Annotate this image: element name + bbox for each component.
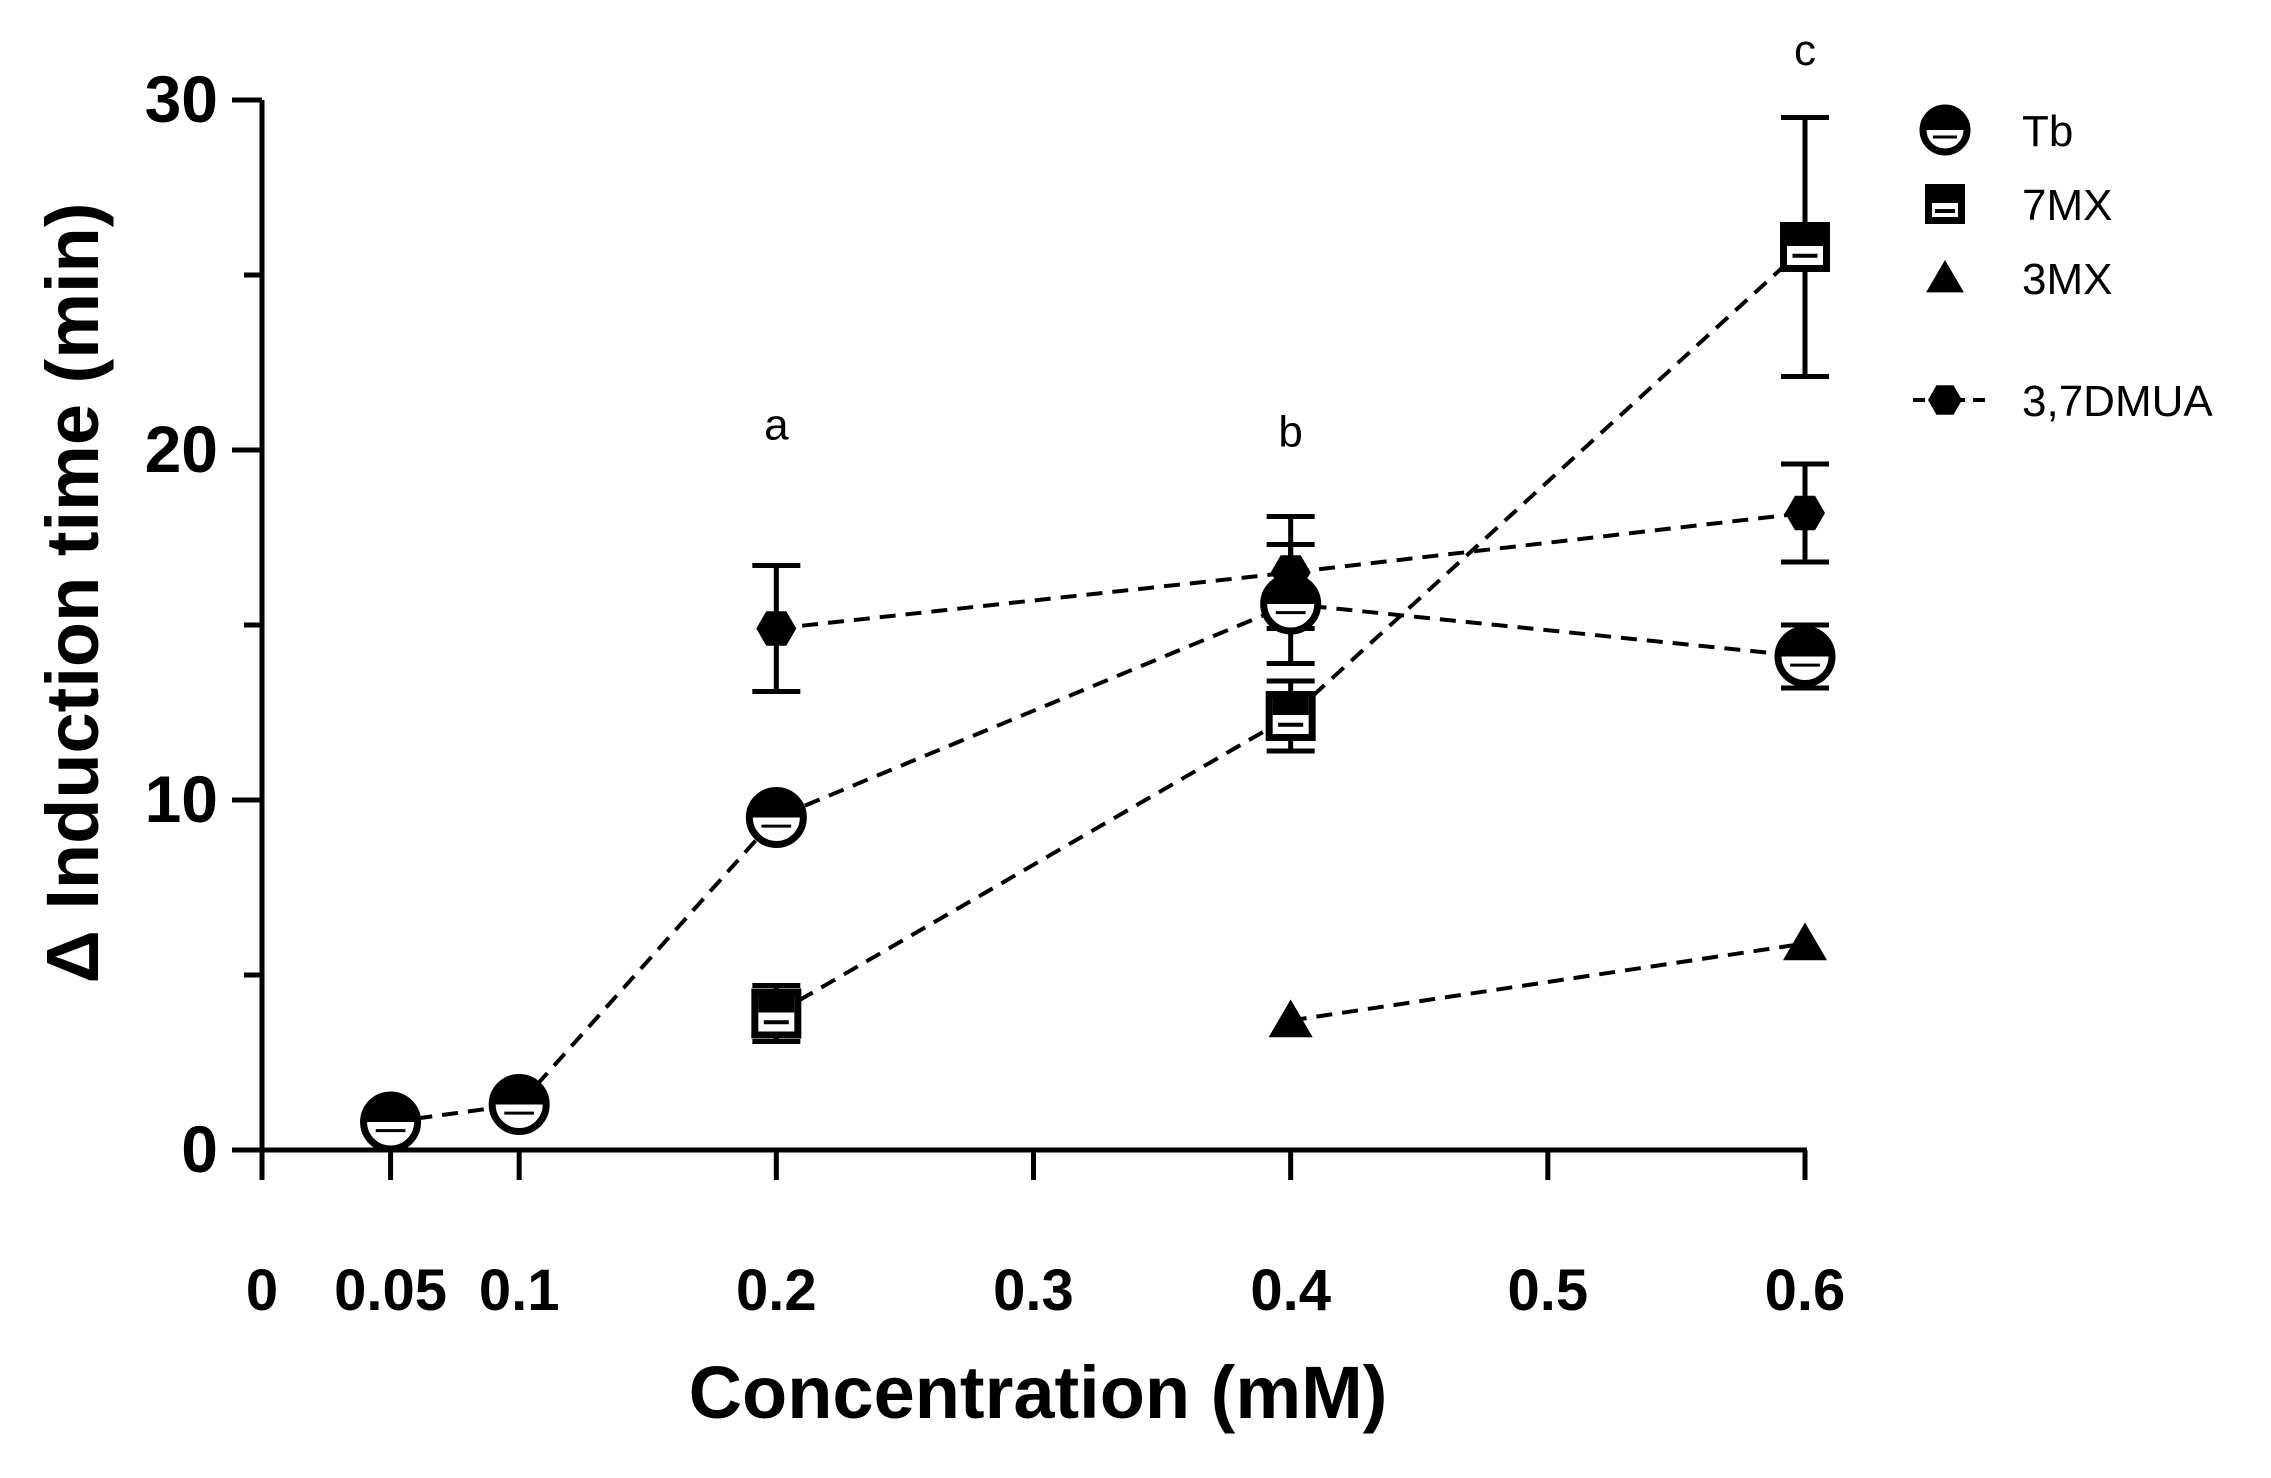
x-tick-label: 0.1: [479, 1258, 560, 1323]
x-tick-label: 0.5: [1508, 1258, 1589, 1323]
x-tick-label: 0.6: [1765, 1258, 1846, 1323]
marker-shape: [1270, 555, 1311, 590]
marker-shape: [1785, 495, 1825, 531]
legend-item-3MX: 3MX: [1926, 255, 2112, 304]
data-point-Tb: [745, 787, 807, 848]
series-line-3,7DMUA: [776, 511, 1806, 631]
x-tick-label: 0.05: [334, 1258, 447, 1323]
data-point-3,7DMUA: [756, 611, 797, 646]
legend-marker: [1919, 104, 1971, 156]
data-point-3,7DMUA: [1785, 495, 1825, 531]
data-point-7MX: [751, 988, 802, 1039]
marker-fill: [363, 1095, 418, 1122]
data-point-7MX: [1265, 691, 1316, 741]
x-tick-label: 0: [246, 1258, 278, 1323]
data-point-Tb: [360, 1091, 422, 1153]
annotation-label: a: [764, 401, 789, 450]
legend-label: 3MX: [2022, 255, 2112, 304]
marker-shape: [756, 611, 797, 646]
annotation-label: b: [1278, 408, 1302, 457]
legend-item-3,7DMUA: 3,7DMUA: [1913, 377, 2213, 426]
marker-fill: [1787, 229, 1823, 246]
legend-label: 3,7DMUA: [2022, 377, 2213, 426]
legend-item-Tb: Tb: [1919, 104, 2073, 156]
marker-shape: [1926, 260, 1964, 293]
marker-fill: [1932, 191, 1958, 203]
axes: 0 0.05 0.1 0.2 0.3 0.4 0.5 0.6 0 10 20 30: [145, 62, 1846, 1323]
series-lines: [390, 245, 1807, 1124]
series-line-3MX: [1290, 941, 1806, 1023]
marker-fill: [749, 790, 804, 818]
x-axis-label: Concentration (mM): [689, 1351, 1388, 1434]
marker-fill: [492, 1077, 547, 1105]
data-point-3,7DMUA: [1270, 555, 1311, 590]
data-point-Tb: [488, 1074, 550, 1135]
marker-fill: [758, 995, 795, 1013]
data-point-7MX: [1780, 222, 1830, 272]
data-point-3MX: [1268, 999, 1313, 1038]
y-tick-label: 10: [145, 762, 218, 836]
annotations: a b c: [764, 26, 1816, 457]
marker-fill: [1778, 629, 1832, 657]
marker-fill: [1923, 108, 1967, 130]
y-axis-label: Δ Induction time (min): [31, 203, 114, 984]
x-tick-label: 0.3: [993, 1258, 1074, 1323]
y-tick-label: 0: [181, 1112, 218, 1186]
y-tick-label: 20: [145, 412, 218, 486]
data-point-Tb: [1774, 626, 1836, 687]
legend: Tb 7MX 3MX 3,7DMUA: [1913, 104, 2213, 426]
annotation-label: c: [1794, 26, 1816, 75]
legend-label: Tb: [2022, 107, 2073, 156]
legend-marker: [1928, 385, 1962, 415]
y-tick-label: 30: [145, 62, 218, 136]
series-line-Tb: [390, 601, 1806, 1124]
legend-label: 7MX: [2022, 181, 2112, 230]
x-tick-label: 0.4: [1250, 1258, 1331, 1323]
marker-fill: [1272, 698, 1309, 715]
legend-item-7MX: 7MX: [1925, 181, 2112, 230]
series-markers: [360, 222, 1836, 1153]
marker-shape: [1782, 922, 1828, 961]
marker-shape: [1268, 999, 1313, 1038]
data-point-3MX: [1782, 922, 1828, 961]
x-tick-label: 0.2: [736, 1258, 817, 1323]
marker-shape: [1928, 385, 1962, 415]
legend-marker: [1926, 260, 1964, 293]
legend-marker: [1925, 184, 1965, 224]
